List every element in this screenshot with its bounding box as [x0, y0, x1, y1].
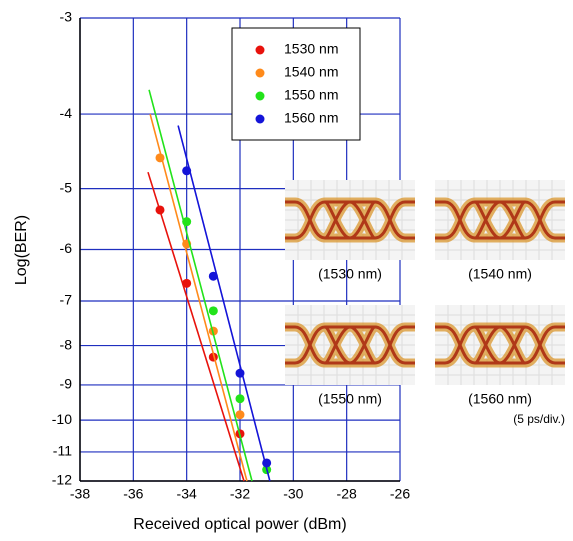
eye-diagram — [435, 305, 565, 385]
y-tick-label: -4 — [60, 105, 73, 121]
y-tick-label: -5 — [60, 179, 73, 195]
x-tick-label: -30 — [283, 486, 303, 502]
legend-marker — [256, 115, 265, 124]
data-point — [236, 394, 245, 403]
x-tick-label: -34 — [177, 486, 197, 502]
y-tick-label: -3 — [60, 9, 73, 25]
eye-label: (1560 nm) — [468, 391, 532, 407]
eye-diagram — [285, 305, 415, 385]
y-tick-label: -10 — [52, 411, 72, 427]
x-tick-label: -28 — [337, 486, 357, 502]
x-tick-label: -26 — [390, 486, 410, 502]
data-point — [182, 166, 191, 175]
eye-diagram — [435, 180, 565, 260]
data-point — [262, 458, 271, 467]
legend-marker — [256, 46, 265, 55]
data-point — [156, 153, 165, 162]
data-point — [236, 410, 245, 419]
fit-line — [149, 90, 252, 481]
y-tick-label: -9 — [60, 376, 73, 392]
eye-label: (1550 nm) — [318, 391, 382, 407]
data-point — [156, 205, 165, 214]
data-point — [236, 369, 245, 378]
legend-label: 1540 nm — [284, 64, 338, 80]
eye-diagram — [285, 180, 415, 260]
y-axis-title: Log(BER) — [13, 215, 30, 285]
x-tick-label: -32 — [230, 486, 250, 502]
y-tick-label: -7 — [60, 292, 73, 308]
data-point — [209, 306, 218, 315]
eye-label: (1530 nm) — [318, 266, 382, 282]
fit-line — [178, 126, 270, 481]
legend-label: 1560 nm — [284, 110, 338, 126]
legend-label: 1550 nm — [284, 87, 338, 103]
note: (5 ps/div.) — [513, 412, 565, 426]
x-tick-label: -36 — [123, 486, 143, 502]
eye-label: (1540 nm) — [468, 266, 532, 282]
chart: Received optical power (dBm) Log(BER) (5… — [0, 0, 573, 541]
data-point — [182, 217, 191, 226]
fit-line — [150, 114, 247, 481]
data-point — [182, 279, 191, 288]
y-tick-label: -8 — [60, 336, 73, 352]
x-tick-label: -38 — [70, 486, 90, 502]
x-axis-title: Received optical power (dBm) — [133, 516, 346, 533]
legend-label: 1530 nm — [284, 41, 338, 57]
legend-marker — [256, 69, 265, 78]
legend-marker — [256, 92, 265, 101]
y-tick-label: -11 — [53, 443, 72, 459]
y-tick-label: -6 — [60, 240, 73, 256]
data-point — [209, 272, 218, 281]
